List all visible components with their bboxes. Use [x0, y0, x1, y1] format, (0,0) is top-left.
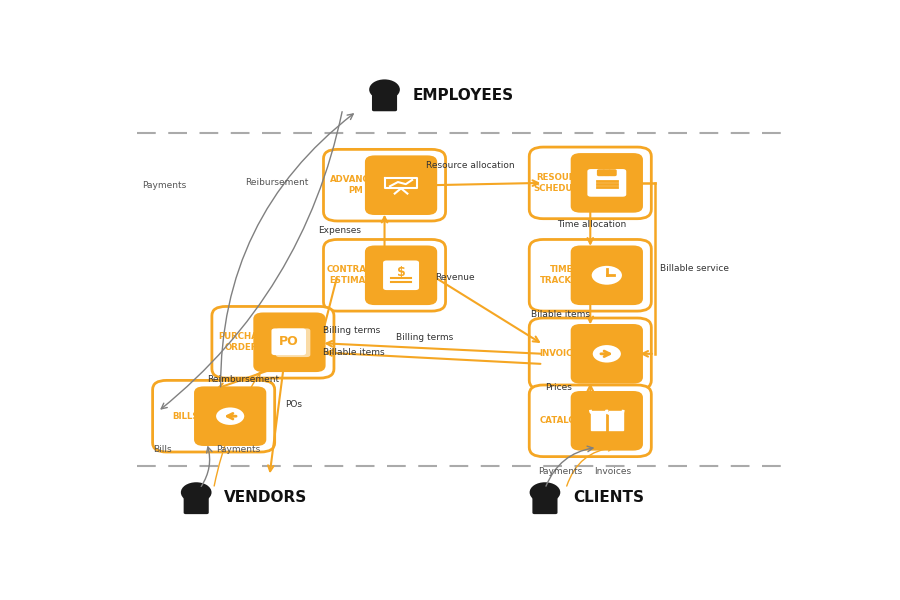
- FancyBboxPatch shape: [529, 147, 652, 218]
- Circle shape: [369, 79, 400, 100]
- Circle shape: [214, 406, 246, 427]
- Circle shape: [529, 482, 561, 503]
- Text: Revenue: Revenue: [435, 273, 474, 282]
- FancyBboxPatch shape: [531, 247, 548, 272]
- FancyBboxPatch shape: [155, 388, 171, 413]
- Text: Payments: Payments: [142, 181, 186, 190]
- FancyBboxPatch shape: [539, 181, 574, 212]
- FancyBboxPatch shape: [326, 157, 342, 182]
- Text: POs: POs: [285, 400, 302, 409]
- FancyBboxPatch shape: [608, 169, 617, 176]
- Text: Resource allocation: Resource allocation: [427, 161, 515, 170]
- FancyBboxPatch shape: [212, 307, 334, 378]
- FancyBboxPatch shape: [603, 169, 611, 176]
- FancyBboxPatch shape: [272, 328, 306, 355]
- Text: PURCHASE
ORDERS: PURCHASE ORDERS: [219, 332, 270, 352]
- FancyBboxPatch shape: [539, 419, 574, 450]
- Polygon shape: [608, 411, 623, 430]
- Text: CONTRACTS
ESTIMATES: CONTRACTS ESTIMATES: [327, 265, 385, 286]
- FancyBboxPatch shape: [253, 313, 326, 372]
- Circle shape: [591, 343, 623, 364]
- FancyBboxPatch shape: [383, 260, 419, 290]
- Text: INVOICES: INVOICES: [539, 349, 584, 358]
- Text: ADVANCED
PM: ADVANCED PM: [329, 175, 382, 195]
- FancyBboxPatch shape: [194, 386, 266, 446]
- Text: EMPLOYEES: EMPLOYEES: [412, 88, 514, 103]
- FancyBboxPatch shape: [323, 239, 446, 311]
- FancyBboxPatch shape: [571, 324, 643, 383]
- FancyBboxPatch shape: [529, 239, 652, 311]
- FancyBboxPatch shape: [372, 92, 397, 111]
- FancyBboxPatch shape: [162, 415, 197, 446]
- FancyBboxPatch shape: [153, 380, 274, 452]
- FancyBboxPatch shape: [531, 393, 548, 418]
- FancyBboxPatch shape: [529, 385, 652, 457]
- Text: BILLS: BILLS: [172, 412, 199, 421]
- FancyBboxPatch shape: [531, 326, 548, 351]
- FancyBboxPatch shape: [364, 155, 437, 215]
- Text: Reibursement: Reibursement: [245, 178, 309, 187]
- FancyBboxPatch shape: [539, 274, 574, 305]
- FancyBboxPatch shape: [333, 184, 368, 215]
- FancyBboxPatch shape: [323, 149, 446, 221]
- Text: CATALOG: CATALOG: [540, 416, 583, 425]
- Text: Expenses: Expenses: [319, 226, 361, 235]
- FancyBboxPatch shape: [533, 495, 557, 514]
- FancyBboxPatch shape: [588, 169, 626, 197]
- Text: Billable items: Billable items: [323, 348, 385, 357]
- Text: Reimbursement: Reimbursement: [207, 375, 279, 384]
- Text: PO: PO: [279, 335, 299, 348]
- FancyBboxPatch shape: [214, 314, 230, 339]
- Text: Bilable items: Bilable items: [531, 310, 590, 319]
- FancyBboxPatch shape: [571, 391, 643, 451]
- FancyBboxPatch shape: [531, 155, 548, 180]
- FancyBboxPatch shape: [221, 341, 256, 371]
- Polygon shape: [591, 411, 607, 430]
- Text: TIME
TRACKER: TIME TRACKER: [540, 265, 584, 286]
- FancyBboxPatch shape: [597, 169, 605, 176]
- Text: Time allocation: Time allocation: [557, 220, 626, 229]
- FancyBboxPatch shape: [184, 495, 209, 514]
- FancyBboxPatch shape: [539, 352, 574, 383]
- Circle shape: [181, 482, 211, 503]
- Text: Payments: Payments: [216, 445, 260, 454]
- Text: Invoices: Invoices: [594, 467, 631, 476]
- Text: Billable service: Billable service: [661, 264, 729, 273]
- FancyBboxPatch shape: [571, 153, 643, 212]
- Text: Billing terms: Billing terms: [396, 333, 454, 342]
- FancyBboxPatch shape: [529, 318, 652, 389]
- FancyBboxPatch shape: [326, 247, 342, 272]
- FancyBboxPatch shape: [364, 245, 437, 305]
- FancyBboxPatch shape: [333, 274, 368, 305]
- FancyBboxPatch shape: [275, 328, 310, 357]
- Text: Payments: Payments: [538, 467, 582, 476]
- Text: VENDORS: VENDORS: [224, 490, 308, 505]
- Circle shape: [590, 264, 624, 286]
- Text: Prices: Prices: [545, 383, 572, 392]
- FancyBboxPatch shape: [571, 245, 643, 305]
- Text: Billing terms: Billing terms: [323, 326, 381, 335]
- Text: CLIENTS: CLIENTS: [573, 490, 643, 505]
- Text: $: $: [397, 266, 405, 279]
- Text: Bills: Bills: [153, 445, 172, 454]
- Text: RESOURCE
SCHEDULER: RESOURCE SCHEDULER: [534, 173, 590, 193]
